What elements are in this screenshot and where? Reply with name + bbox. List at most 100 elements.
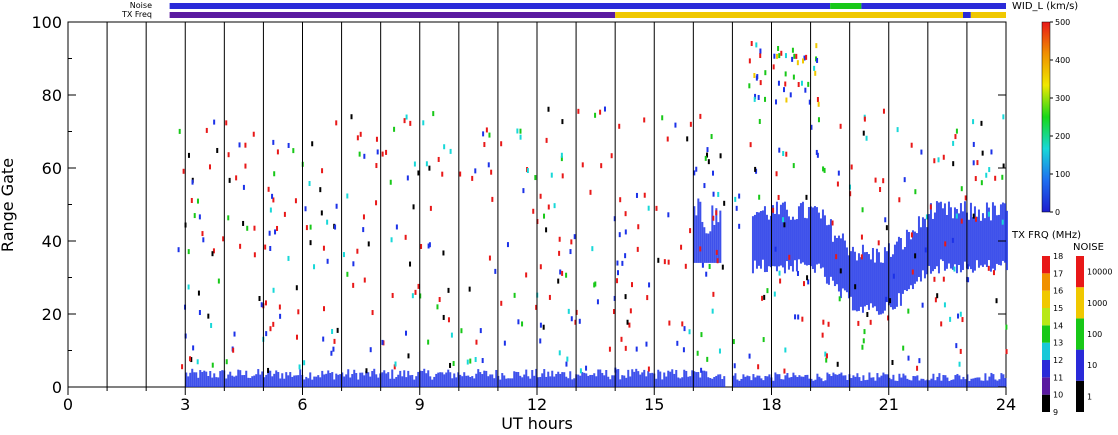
txfreq-colorbar-cell xyxy=(1042,290,1050,308)
echo-point xyxy=(933,158,936,164)
echo-point xyxy=(711,308,714,314)
echo-point xyxy=(295,334,298,340)
echo-point xyxy=(381,151,384,157)
echo-point xyxy=(494,268,497,274)
echo-point xyxy=(776,53,779,59)
echo-cell xyxy=(661,379,664,387)
echo-point xyxy=(202,237,205,243)
echo-cell xyxy=(229,371,232,387)
echo-cell xyxy=(927,214,930,266)
echo-cell xyxy=(539,376,542,387)
echo-point xyxy=(483,142,486,148)
echo-cell xyxy=(996,380,999,387)
echo-cell xyxy=(880,375,883,387)
echo-point xyxy=(346,271,349,277)
echo-point xyxy=(795,53,798,59)
echo-cell xyxy=(369,376,372,387)
echo-point xyxy=(309,240,312,246)
echo-point xyxy=(272,197,275,203)
echo-cell xyxy=(1003,203,1006,263)
echo-cell xyxy=(844,375,847,387)
echo-cell xyxy=(373,368,376,387)
noise-segment xyxy=(861,3,1006,9)
y-axis-label: Range Gate xyxy=(0,158,17,252)
echo-point xyxy=(278,304,281,310)
echo-point xyxy=(367,241,370,247)
echo-cell xyxy=(453,373,456,387)
echo-cell xyxy=(711,205,714,263)
echo-point xyxy=(647,205,650,211)
echo-point xyxy=(225,120,228,126)
echo-point xyxy=(937,157,940,163)
echo-point xyxy=(539,322,542,328)
echo-point xyxy=(733,363,736,369)
echo-cell xyxy=(1002,374,1005,387)
echo-cell xyxy=(287,375,290,387)
echo-point xyxy=(332,346,335,352)
echo-point xyxy=(759,48,762,54)
echo-point xyxy=(269,245,272,251)
echo-point xyxy=(995,298,998,304)
echo-point xyxy=(198,214,201,220)
echo-cell xyxy=(909,239,912,286)
echo-cell xyxy=(979,220,982,266)
echo-point xyxy=(778,270,781,276)
echo-cell xyxy=(998,379,1001,387)
echo-point xyxy=(738,223,741,229)
echo-point xyxy=(487,162,490,168)
echo-point xyxy=(272,321,275,327)
echo-cell xyxy=(275,370,278,387)
echo-cell xyxy=(329,372,332,387)
echo-cell xyxy=(543,369,546,387)
echo-cell xyxy=(816,373,819,387)
echo-cell xyxy=(1005,210,1008,271)
echo-point xyxy=(320,210,323,216)
echo-point xyxy=(674,122,677,128)
echo-cell xyxy=(971,217,974,273)
echo-point xyxy=(265,331,268,337)
echo-point xyxy=(1001,174,1004,180)
echo-point xyxy=(763,294,766,300)
echo-point xyxy=(207,313,210,319)
echo-point xyxy=(686,136,689,142)
echo-cell xyxy=(499,379,502,387)
echo-cell xyxy=(763,206,766,273)
echo-point xyxy=(432,111,435,117)
echo-cell xyxy=(423,368,426,387)
echo-point xyxy=(805,194,808,200)
echo-cell xyxy=(265,374,268,387)
echo-point xyxy=(561,173,564,179)
echo-cell xyxy=(255,374,258,387)
echo-cell xyxy=(237,369,240,387)
echo-cell xyxy=(787,216,790,270)
echo-point xyxy=(849,191,852,197)
echo-cell xyxy=(738,380,741,387)
echo-point xyxy=(542,324,545,330)
echo-point xyxy=(837,170,840,176)
y-tick-label: 80 xyxy=(42,86,62,105)
echo-cell xyxy=(641,372,644,387)
echo-point xyxy=(561,270,564,276)
x-tick-label: 24 xyxy=(996,395,1016,414)
echo-point xyxy=(636,246,639,252)
echo-cell xyxy=(968,381,971,387)
cb-tick-label: 1 xyxy=(1087,392,1092,401)
echo-cell xyxy=(629,376,632,387)
echo-cell xyxy=(740,378,743,387)
echo-cell xyxy=(953,207,956,265)
echo-point xyxy=(960,218,963,224)
echo-point xyxy=(782,217,785,223)
echo-cell xyxy=(839,238,842,299)
echo-cell xyxy=(407,370,410,387)
echo-cell xyxy=(904,375,907,387)
echo-cell xyxy=(723,376,726,387)
echo-cell xyxy=(299,369,302,387)
echo-point xyxy=(547,106,550,112)
echo-cell xyxy=(487,376,490,387)
echo-point xyxy=(839,123,842,129)
echo-point xyxy=(879,187,882,193)
echo-point xyxy=(539,193,542,199)
echo-cell xyxy=(776,374,779,387)
echo-point xyxy=(287,142,290,148)
